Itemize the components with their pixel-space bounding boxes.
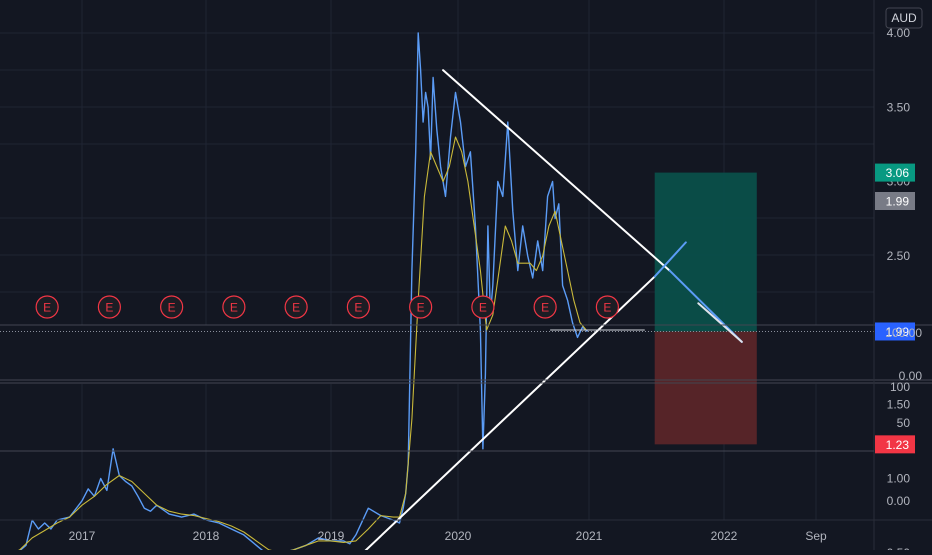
earnings-marker-label: E	[479, 301, 487, 315]
last-price-badge	[875, 322, 915, 341]
stop-price-badge	[875, 435, 915, 454]
earnings-marker-label: E	[541, 301, 549, 315]
time-tick-label: 2017	[69, 529, 96, 543]
pane3-tick-label: 100	[890, 380, 910, 394]
price-tick-label: 1.50	[887, 397, 911, 411]
earnings-marker-8	[533, 295, 557, 319]
earnings-marker-label: E	[230, 301, 238, 315]
price-badges: 3.06 1.99 1.99 1.23	[875, 163, 915, 454]
pane2-tick-label: 0.00	[899, 369, 923, 383]
profit-zone	[654, 172, 757, 332]
indicator-pane-2[interactable]: 100 50 0.00	[0, 380, 910, 508]
earnings-marker-5	[346, 295, 370, 319]
time-tick-label: 2019	[318, 529, 345, 543]
earnings-marker-0	[35, 295, 59, 319]
time-tick-label: 2018	[193, 529, 220, 543]
earnings-marker-label: E	[105, 301, 113, 315]
long-position-tool[interactable]	[654, 172, 757, 445]
time-tick-label: 2020	[445, 529, 472, 543]
time-tick-label: 2022	[711, 529, 738, 543]
target-price-badge	[875, 163, 915, 182]
price-series	[0, 32, 874, 555]
projection-tail	[697, 302, 743, 343]
pane2-tick-label: 100.00	[885, 326, 922, 340]
lower-trendline	[359, 275, 656, 555]
earnings-marker-6	[409, 295, 433, 319]
last-price-badge-label: 1.99	[886, 325, 910, 339]
currency-box	[885, 7, 923, 29]
price-tick-label: 4.00	[887, 26, 911, 40]
earnings-marker-label: E	[354, 301, 362, 315]
upper-trendline	[442, 69, 671, 272]
lower-trendline-extension	[653, 241, 687, 278]
earnings-marker-4	[284, 295, 308, 319]
currency-label[interactable]: AUD	[891, 11, 917, 25]
earnings-marker-3	[222, 295, 246, 319]
close-price-badge	[875, 192, 915, 210]
price-tick-label: 0.50	[887, 546, 911, 550]
earnings-marker-2	[160, 295, 184, 319]
grid-lines	[0, 0, 874, 520]
earnings-marker-label: E	[417, 301, 425, 315]
loss-zone	[654, 331, 757, 445]
earnings-marker-9	[595, 295, 619, 319]
price-tick-label: 3.50	[887, 100, 911, 114]
time-tick-label: Sep	[805, 529, 827, 543]
earnings-marker-7	[471, 295, 495, 319]
earnings-marker-label: E	[43, 301, 51, 315]
moving-average-line	[7, 136, 587, 555]
earnings-marker-1	[97, 295, 121, 319]
indicator-pane-1[interactable]: 100.00 0.00	[885, 326, 922, 383]
target-price-badge-label: 3.06	[886, 166, 910, 180]
price-tick-label: 1.00	[887, 472, 911, 486]
pane3-tick-label: 50	[897, 416, 911, 430]
earnings-marker-label: E	[603, 301, 611, 315]
earnings-marker-label: E	[292, 301, 300, 315]
earnings-marker-label: E	[168, 301, 176, 315]
pane3-tick-label: 0.00	[887, 494, 911, 508]
price-tick-label: 2.50	[887, 249, 911, 263]
time-tick-label: 2021	[576, 529, 603, 543]
stop-price-badge-label: 1.23	[886, 438, 910, 452]
time-axis[interactable]: 2017 2018 2019 2020 2021 2022 Sep	[69, 529, 827, 543]
close-price-badge-label: 1.99	[886, 195, 910, 209]
trendline-drawings[interactable]	[358, 69, 743, 555]
